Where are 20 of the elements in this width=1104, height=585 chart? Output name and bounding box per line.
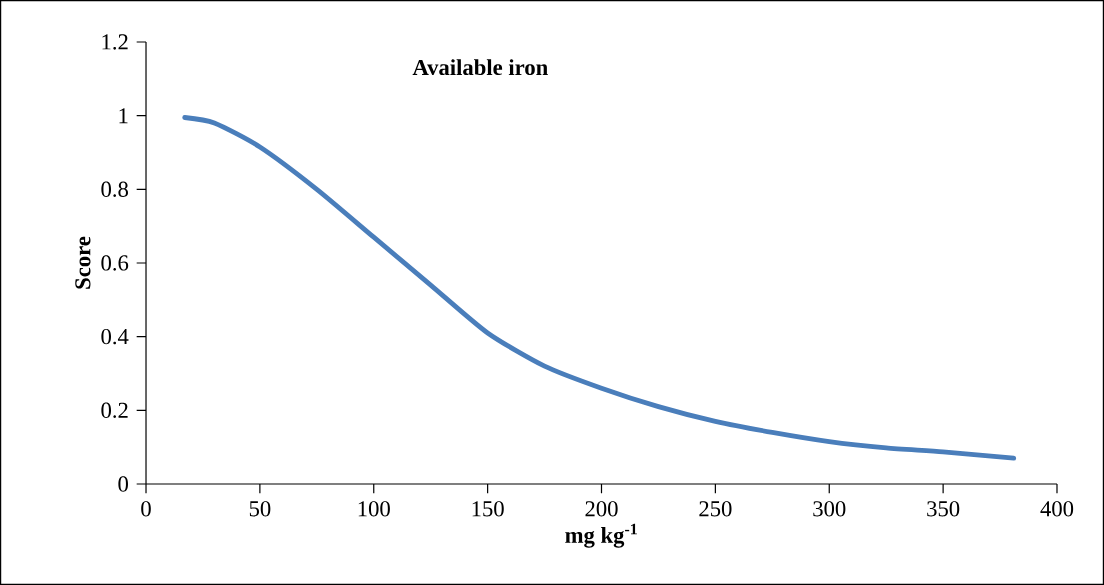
x-tick-label: 400	[1040, 501, 1074, 517]
x-tick-label: 0	[141, 501, 151, 517]
y-axis-title: Score	[75, 236, 91, 289]
y-tick-label: 0	[118, 476, 128, 492]
y-tick-label: 1.2	[102, 34, 128, 50]
x-tick-label: 350	[927, 501, 960, 517]
x-tick-label: 150	[472, 501, 504, 517]
y-tick-label: 0.8	[101, 181, 128, 198]
y-tick-label: 0.4	[101, 328, 129, 345]
x-tick-label: 100	[358, 501, 390, 517]
x-axis-title: mg kg$^{-1}$	[565, 523, 637, 548]
y-tick-label: 1	[119, 108, 128, 124]
x-tick-label: 250	[699, 501, 732, 517]
x-tick-label: 200	[585, 501, 618, 517]
y-tick-label: 0.6	[101, 255, 129, 271]
y-tick-label: 0.2	[101, 402, 128, 419]
text: Available iron	[412, 59, 548, 76]
x-tick-label: 300	[813, 501, 846, 517]
x-tick-label: 50	[249, 501, 271, 517]
line-series	[182, 115, 1017, 461]
